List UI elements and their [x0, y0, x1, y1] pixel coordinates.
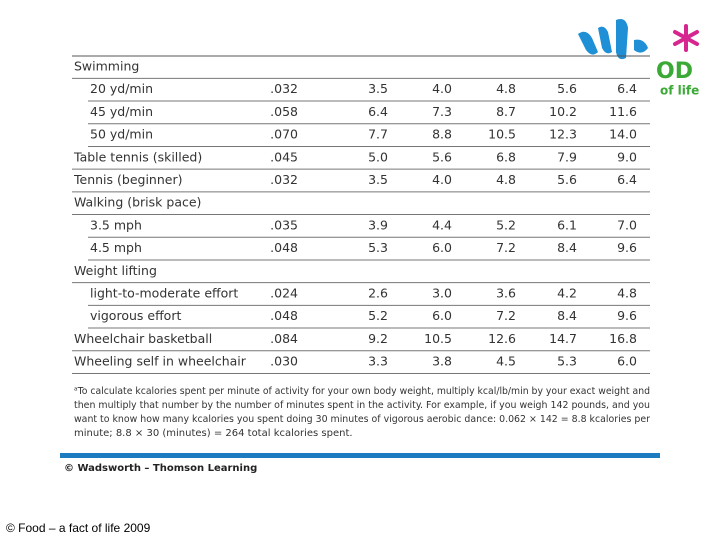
cell-value: 12.6: [488, 331, 516, 346]
cell-value: 9.2: [368, 331, 388, 346]
cell-value: 3.8: [432, 354, 452, 369]
cell-value: 3.0: [432, 286, 452, 301]
row-label: Tennis (beginner): [73, 172, 182, 187]
copyright: © Food – a fact of life 2009: [6, 521, 151, 535]
footnote: ᵃTo calculate kcalories spent per minute…: [74, 386, 651, 439]
logo: OD of life: [578, 19, 699, 98]
row-label: vigorous effort: [90, 308, 181, 323]
cell-value: 5.6: [557, 172, 577, 187]
cell-value: .035: [270, 217, 298, 232]
cell-value: .032: [270, 172, 298, 187]
footnote-line: want to know how many kcalories you spen…: [74, 414, 651, 425]
row-label: 45 yd/min: [90, 104, 153, 119]
row-label: light-to-moderate effort: [90, 286, 238, 301]
cell-value: 7.0: [617, 217, 637, 232]
cell-value: 6.0: [617, 354, 637, 369]
row-label: 3.5 mph: [90, 217, 142, 232]
cell-value: 3.6: [496, 286, 516, 301]
row-label: Wheelchair basketball: [74, 331, 212, 346]
cell-value: 9.6: [617, 308, 637, 323]
cell-value: .084: [270, 331, 298, 346]
cell-value: 4.2: [557, 286, 577, 301]
row-label: Wheeling self in wheelchair: [74, 354, 247, 369]
cell-value: 6.0: [432, 308, 452, 323]
logo-splash: [634, 39, 648, 53]
cell-value: .070: [270, 127, 298, 142]
cell-value: 12.3: [549, 127, 577, 142]
cell-value: 4.8: [496, 172, 516, 187]
logo-asterisk: [673, 24, 699, 52]
cell-value: 3.9: [368, 217, 388, 232]
cell-value: .024: [270, 286, 298, 301]
cell-value: .032: [270, 81, 298, 96]
cell-value: 9.6: [617, 240, 637, 255]
cell-value: .048: [270, 308, 298, 323]
row-label: 4.5 mph: [90, 240, 142, 255]
cell-value: 8.7: [496, 104, 516, 119]
cell-value: .048: [270, 240, 298, 255]
table: Swimming 20 yd/min .032 3.5 4.0 4.8 5.6 6.4 45 y…: [72, 55, 650, 374]
cell-value: 5.2: [496, 217, 516, 232]
cell-value: 10.2: [549, 104, 577, 119]
logo-text: OD: [656, 59, 693, 84]
footnote-line: then multiply that number by the number …: [74, 400, 650, 411]
cell-value: 5.3: [368, 240, 388, 255]
cell-value: 5.6: [557, 81, 577, 96]
logo-splash: [598, 26, 612, 54]
cell-value: 10.5: [424, 331, 452, 346]
cell-value: 7.9: [557, 149, 577, 164]
cell-value: 8.8: [432, 127, 452, 142]
cell-value: 4.8: [617, 286, 637, 301]
footnote-line: minute; 8.8 × 30 (minutes) = 264 total k…: [74, 428, 353, 439]
cell-value: 4.8: [496, 81, 516, 96]
cell-value: 14.0: [609, 127, 637, 142]
cell-value: 7.3: [432, 104, 452, 119]
cell-value: 9.0: [617, 149, 637, 164]
cell-value: 16.8: [609, 331, 637, 346]
cell-value: 3.5: [368, 81, 388, 96]
cell-value: 7.2: [496, 240, 516, 255]
cell-value: .045: [270, 149, 298, 164]
cell-value: 7.7: [368, 127, 388, 142]
logo-splash: [616, 19, 628, 60]
row-label: 50 yd/min: [90, 127, 153, 142]
cell-value: 3.5: [368, 172, 388, 187]
cell-value: .058: [270, 104, 298, 119]
cell-value: 11.6: [609, 104, 637, 119]
footnote-line: ᵃTo calculate kcalories spent per minute…: [74, 386, 650, 397]
cell-value: 5.2: [368, 308, 388, 323]
cell-value: .030: [270, 354, 298, 369]
row-label: Walking (brisk pace): [74, 195, 201, 210]
row-label: Swimming: [74, 59, 139, 74]
cell-value: 6.1: [557, 217, 577, 232]
cell-value: 5.0: [368, 149, 388, 164]
cell-value: 6.8: [496, 149, 516, 164]
cell-value: 6.4: [368, 104, 388, 119]
cell-value: 7.2: [496, 308, 516, 323]
cell-value: 6.0: [432, 240, 452, 255]
cell-value: 8.4: [557, 240, 577, 255]
cell-value: 10.5: [488, 127, 516, 142]
logo-splash: [578, 31, 598, 55]
cell-value: 2.6: [368, 286, 388, 301]
cell-value: 14.7: [549, 331, 577, 346]
row-label: 20 yd/min: [90, 81, 153, 96]
cell-value: 5.6: [432, 149, 452, 164]
cell-value: 3.3: [368, 354, 388, 369]
row-label: Weight lifting: [74, 263, 157, 278]
row-label: Table tennis (skilled): [73, 149, 202, 164]
cell-value: 8.4: [557, 308, 577, 323]
cell-value: 4.5: [496, 354, 516, 369]
cell-value: 4.0: [432, 81, 452, 96]
cell-value: 5.3: [557, 354, 577, 369]
divider-bar: [60, 453, 660, 458]
logo-tagline: of life: [660, 84, 699, 98]
credit: © Wadsworth – Thomson Learning: [64, 463, 257, 474]
cell-value: 6.4: [617, 81, 637, 96]
cell-value: 6.4: [617, 172, 637, 187]
cell-value: 4.0: [432, 172, 452, 187]
cell-value: 4.4: [432, 217, 452, 232]
